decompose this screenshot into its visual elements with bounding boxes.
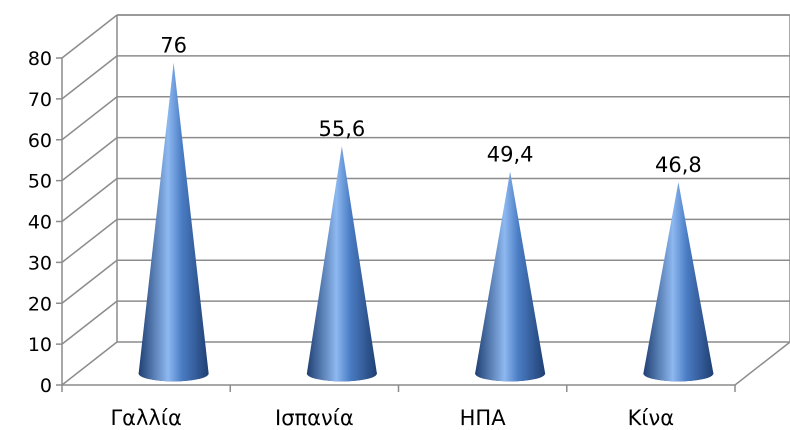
x-tick-label: ΗΠΑ <box>460 406 507 430</box>
gridline-side <box>62 97 117 140</box>
gridline-side <box>62 15 117 58</box>
cone-body <box>475 171 545 381</box>
y-tick-label: 50 <box>28 171 52 193</box>
y-tick-label: 80 <box>28 48 52 70</box>
x-tick-label: Κίνα <box>628 406 674 430</box>
data-label: 46,8 <box>655 153 702 177</box>
cones <box>139 63 714 382</box>
y-tick-label: 40 <box>28 212 52 234</box>
gridline-side <box>62 138 117 181</box>
y-tick-label: 70 <box>28 89 52 111</box>
cone-body <box>307 146 377 381</box>
y-tick-label: 10 <box>28 334 52 356</box>
cone <box>307 146 377 381</box>
cone <box>475 171 545 381</box>
cone-body <box>643 182 713 381</box>
gridline-side <box>62 179 117 222</box>
cone <box>139 63 209 382</box>
floor-right-edge <box>735 342 790 385</box>
cone-body <box>139 63 209 382</box>
gridline-side <box>62 260 117 303</box>
gridline-side <box>62 301 117 344</box>
x-tick-label: Ισπανία <box>275 406 354 430</box>
y-tick-label: 20 <box>28 293 52 315</box>
data-label: 76 <box>160 34 187 58</box>
y-axis: 0 10 20 30 40 50 60 70 80 <box>28 48 62 397</box>
data-label: 55,6 <box>318 117 365 141</box>
gridline-side <box>62 56 117 99</box>
cone <box>643 182 713 381</box>
data-label: 49,4 <box>487 142 534 166</box>
y-tick-label: 60 <box>28 130 52 152</box>
gridline-side <box>62 219 117 262</box>
x-tick-label: Γαλλία <box>110 406 181 430</box>
x-axis: Γαλλία Ισπανία ΗΠΑ Κίνα <box>62 385 735 430</box>
y-tick-label: 0 <box>40 375 52 397</box>
gridline-side <box>62 342 117 385</box>
y-tick-label: 30 <box>28 252 52 274</box>
